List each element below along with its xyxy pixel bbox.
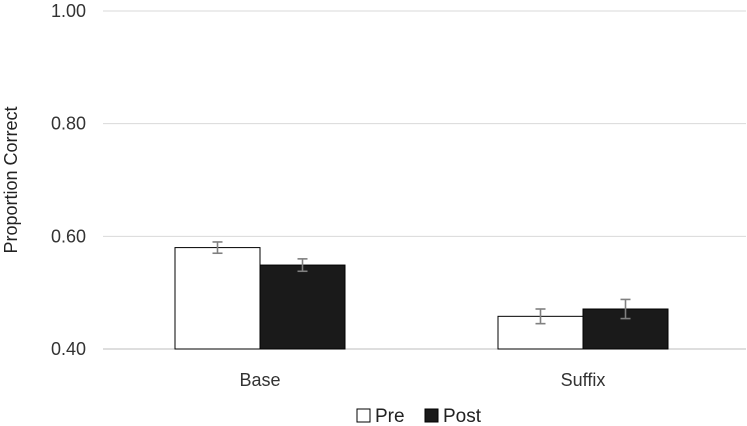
y-axis-title: Proportion Correct [1,106,21,253]
bars [174,247,669,350]
legend-label-pre: Pre [375,406,405,426]
legend: Pre Post [356,406,482,426]
legend-label-post: Post [443,406,482,426]
y-tick-labels: 0.40 0.60 0.80 1.00 [51,1,86,359]
x-tick-labels: Base Suffix [239,370,605,390]
error-bar [297,258,308,273]
legend-swatch-post [424,408,439,423]
y-tick-label: 1.00 [51,1,86,21]
y-tick-label: 0.60 [51,226,86,246]
error-bar [620,298,631,320]
y-tick-label: 0.80 [51,114,86,134]
y-tick-label: 0.40 [51,339,86,359]
error-bars [212,241,631,325]
x-tick-label: Base [239,370,280,390]
legend-swatch-pre [356,408,371,423]
bar-post-base [259,264,346,350]
error-bar [535,308,546,325]
bar-pre-base [174,247,261,350]
x-tick-label: Suffix [561,370,606,390]
error-bar [212,241,223,255]
